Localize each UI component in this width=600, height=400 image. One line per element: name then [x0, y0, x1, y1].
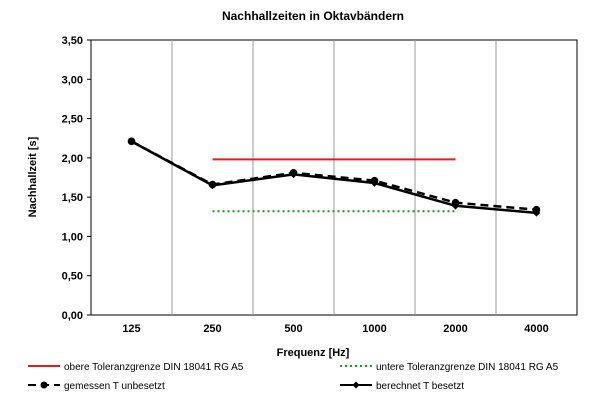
legend-label: berechnet T besetzt	[376, 381, 464, 392]
series-line	[130, 140, 537, 215]
data-point	[289, 170, 298, 179]
y-tick-label: 1,50	[62, 192, 83, 204]
data-point	[532, 209, 541, 217]
x-tick-label: 4000	[524, 323, 548, 335]
data-point	[208, 181, 217, 190]
y-tick-label: 1,00	[62, 231, 83, 243]
legend-item: berechnet T besetzt	[340, 381, 464, 392]
series-line	[130, 140, 537, 211]
legend-marker	[40, 381, 48, 389]
y-axis-label: Nachhallzeit [s]	[27, 136, 39, 217]
y-tick-label: 2,00	[62, 153, 83, 165]
data-point	[451, 201, 460, 210]
legend-item: obere Toleranzgrenze DIN 18041 RG A5	[28, 362, 244, 373]
x-tick-label: 2000	[443, 323, 467, 335]
legend-item: gemessen T unbesetzt	[28, 381, 165, 392]
legend-label: gemessen T unbesetzt	[64, 381, 165, 392]
legend-label: obere Toleranzgrenze DIN 18041 RG A5	[64, 362, 244, 373]
chart-title: Nachhallzeiten in Oktavbändern	[222, 9, 404, 23]
data-point	[127, 137, 136, 146]
y-tick-label: 0,00	[62, 310, 83, 322]
x-tick-label: 250	[203, 323, 221, 335]
y-tick-labels: 0,00 0,50 1,00 1,50 2,00 2,50 3,00 3,50	[62, 35, 91, 322]
series-group	[127, 137, 541, 217]
y-tick-label: 3,00	[62, 74, 83, 86]
series-4	[127, 137, 541, 217]
y-tick-label: 2,50	[62, 114, 83, 126]
x-tick-label: 500	[284, 323, 302, 335]
legend-label: untere Toleranzgrenze DIN 18041 RG A5	[376, 362, 559, 373]
x-tick-label: 125	[122, 323, 140, 335]
x-axis-label: Frequenz [Hz]	[277, 347, 350, 359]
legend-item: untere Toleranzgrenze DIN 18041 RG A5	[340, 362, 559, 373]
legend-marker	[352, 381, 360, 389]
x-tick-label: 1000	[362, 323, 386, 335]
x-tick-labels: 125 250 500 1000 2000 4000	[122, 323, 548, 335]
y-tick-label: 0,50	[62, 271, 83, 283]
data-point	[370, 179, 379, 187]
y-tick-label: 3,50	[62, 35, 83, 47]
legend: obere Toleranzgrenze DIN 18041 RG A5 unte…	[28, 362, 559, 392]
